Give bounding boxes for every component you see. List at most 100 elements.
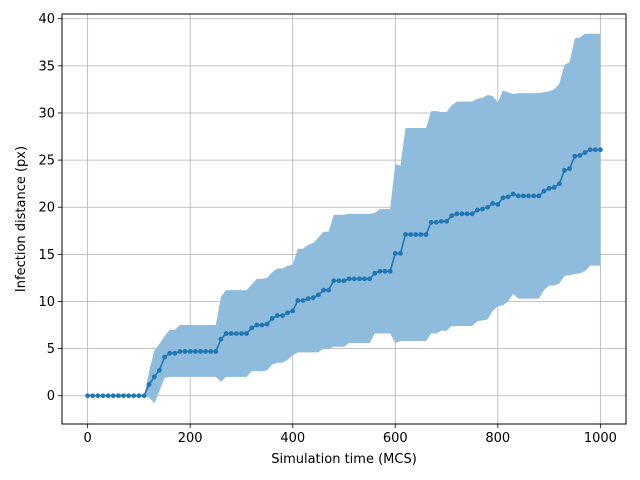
data-point [223, 331, 229, 336]
data-point [285, 310, 290, 316]
data-point [413, 232, 419, 237]
x-tick-label: 1000 [584, 431, 617, 446]
data-point [587, 147, 593, 153]
data-point [469, 211, 475, 217]
x-tick-label: 800 [485, 431, 510, 446]
data-point [326, 287, 332, 293]
data-point [182, 349, 188, 354]
data-point [167, 350, 173, 356]
data-point [464, 211, 470, 217]
data-point [321, 287, 326, 293]
data-point [495, 201, 501, 207]
data-point [546, 185, 552, 191]
data-point [280, 313, 285, 319]
data-point [551, 185, 557, 190]
data-point [392, 251, 398, 256]
series-markers [85, 147, 603, 399]
y-tick-label: 0 [47, 389, 55, 404]
data-point [100, 393, 106, 399]
data-point [367, 276, 373, 282]
data-point [377, 268, 383, 274]
y-axis-ticks: 0 5 10 15 20 25 30 35 40 [38, 12, 62, 404]
data-point [346, 276, 352, 282]
data-point [449, 213, 455, 219]
data-point [239, 331, 244, 336]
data-point [356, 276, 362, 282]
data-point [418, 232, 424, 237]
data-point [259, 322, 265, 328]
data-point [500, 195, 506, 201]
x-tick-label: 200 [178, 431, 203, 446]
data-point [198, 349, 203, 354]
data-point [541, 188, 547, 194]
data-point [300, 298, 306, 303]
data-point [515, 193, 521, 199]
data-point [521, 193, 526, 199]
data-point [572, 153, 578, 159]
data-point [172, 350, 178, 356]
x-tick-label: 400 [280, 431, 305, 446]
x-tick-label: 0 [83, 431, 91, 446]
y-tick-label: 25 [38, 154, 55, 169]
x-tick-label: 600 [383, 431, 408, 446]
data-point [274, 313, 280, 319]
x-axis-label: Simulation time (MCS) [271, 452, 417, 467]
data-point [264, 321, 270, 327]
data-point [85, 393, 91, 399]
data-point [531, 193, 537, 199]
y-tick-label: 10 [38, 295, 55, 310]
data-point [249, 325, 255, 331]
data-point [305, 296, 311, 302]
data-point [315, 292, 321, 298]
data-point [341, 278, 347, 284]
data-point [562, 168, 567, 173]
data-point [244, 331, 249, 336]
data-point [203, 349, 208, 354]
data-point [592, 147, 598, 153]
data-point [95, 393, 101, 399]
data-point [474, 207, 480, 213]
data-point [336, 278, 342, 284]
data-point [526, 193, 531, 199]
data-point [131, 393, 137, 399]
data-point [110, 393, 116, 399]
data-point [254, 322, 260, 328]
data-point [151, 374, 157, 380]
data-point [141, 393, 147, 399]
data-point [505, 194, 511, 200]
y-tick-label: 40 [38, 12, 55, 27]
data-point [510, 191, 516, 197]
data-point [228, 331, 234, 336]
band-area-0 [87, 33, 601, 404]
data-point [290, 308, 296, 314]
data-point [556, 181, 562, 187]
data-point [121, 393, 126, 399]
plot-frame [61, 13, 627, 425]
data-point [90, 393, 96, 399]
y-tick-label: 5 [47, 342, 55, 357]
data-point [439, 218, 444, 224]
data-point [577, 152, 583, 158]
data-point [454, 211, 460, 217]
x-axis-ticks: 0 200 400 600 800 1000 [83, 424, 617, 446]
data-point [136, 393, 142, 399]
data-point [428, 219, 434, 225]
data-point [157, 367, 162, 373]
data-point [490, 201, 496, 206]
data-point [382, 268, 388, 274]
data-point [351, 276, 357, 282]
data-point [444, 218, 449, 224]
data-point [582, 150, 588, 155]
data-point [331, 278, 337, 284]
data-point [567, 166, 572, 171]
data-point [146, 382, 152, 387]
data-point [116, 393, 121, 399]
data-point [269, 316, 275, 321]
data-point [295, 298, 301, 303]
data-point [187, 349, 193, 354]
data-point [480, 206, 485, 212]
data-point [536, 193, 542, 199]
data-point [105, 393, 111, 399]
data-point [485, 204, 490, 210]
data-point [433, 219, 439, 225]
